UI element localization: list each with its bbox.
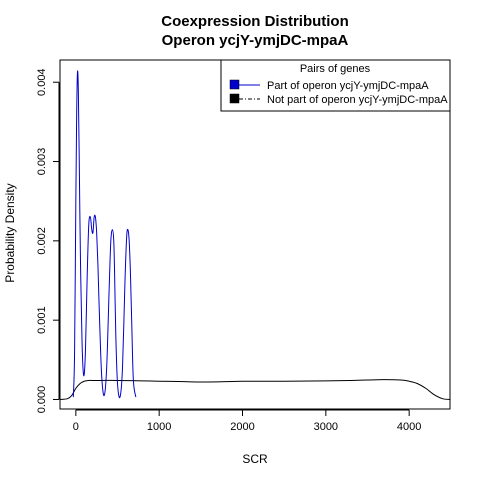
y-tick-label: 0.002 — [36, 227, 48, 255]
chart-subtitle: Operon ycjY-ymjDC-mpaA — [162, 32, 349, 49]
y-tick-label: 0.001 — [36, 306, 48, 334]
series-line-not-part-of-operon — [60, 379, 450, 400]
legend-swatch-part-of-operon — [229, 79, 240, 90]
x-axis-label: SCR — [242, 452, 268, 466]
plot-frame — [59, 59, 451, 410]
legend-swatch-not-part-of-operon — [229, 93, 240, 104]
legend: Pairs of genes Part of operon ycjY-ymjDC… — [220, 59, 451, 112]
plot-area — [60, 70, 450, 400]
legend-title: Pairs of genes — [300, 63, 371, 75]
y-axis: 0.000 0.001 0.002 0.003 0.004 — [36, 68, 60, 414]
chart-title: Coexpression Distribution — [161, 13, 349, 30]
x-tick-label: 1000 — [147, 421, 171, 433]
legend-label-part-of-operon: Part of operon ycjY-ymjDC-mpaA — [267, 80, 429, 92]
x-tick-label: 3000 — [314, 421, 338, 433]
x-tick-label: 0 — [73, 421, 79, 433]
legend-label-not-part-of-operon: Not part of operon ycjY-ymjDC-mpaA — [267, 94, 448, 106]
x-axis: 0 1000 2000 3000 4000 — [73, 409, 421, 433]
series-layer — [60, 70, 450, 400]
y-axis-label: Probability Density — [3, 183, 17, 282]
legend-entry-not-part-of-operon: Not part of operon ycjY-ymjDC-mpaA — [229, 93, 448, 106]
y-tick-label: 0.000 — [36, 386, 48, 414]
y-tick-label: 0.004 — [36, 68, 48, 96]
y-tick-label: 0.003 — [36, 148, 48, 176]
x-tick-label: 4000 — [397, 421, 421, 433]
series-line-part-of-operon — [72, 70, 137, 399]
x-tick-label: 2000 — [230, 421, 254, 433]
legend-entry-part-of-operon: Part of operon ycjY-ymjDC-mpaA — [229, 79, 429, 92]
